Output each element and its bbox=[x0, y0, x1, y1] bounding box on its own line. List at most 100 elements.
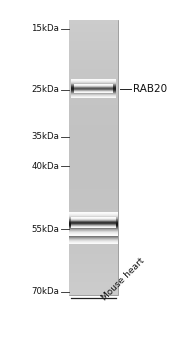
Bar bbox=[69, 157, 118, 159]
Bar bbox=[69, 109, 118, 111]
Bar bbox=[69, 148, 118, 149]
Bar bbox=[69, 37, 118, 39]
Text: 35kDa: 35kDa bbox=[31, 132, 59, 141]
Bar bbox=[69, 200, 118, 202]
Bar bbox=[69, 98, 118, 100]
Bar bbox=[69, 230, 118, 231]
Bar bbox=[69, 48, 118, 50]
Bar bbox=[69, 237, 118, 238]
Bar bbox=[71, 94, 116, 95]
Bar bbox=[69, 127, 118, 129]
Bar bbox=[69, 189, 118, 191]
Bar bbox=[71, 92, 116, 93]
Bar bbox=[69, 214, 118, 215]
Bar bbox=[69, 236, 118, 237]
Bar bbox=[71, 79, 116, 80]
Bar bbox=[69, 228, 118, 229]
Bar bbox=[69, 236, 118, 237]
Bar bbox=[69, 198, 118, 200]
Bar bbox=[71, 89, 116, 90]
Bar bbox=[69, 201, 118, 203]
Bar bbox=[69, 255, 118, 257]
Bar bbox=[69, 170, 118, 172]
Bar bbox=[69, 233, 118, 235]
Bar bbox=[69, 230, 118, 231]
Bar bbox=[71, 82, 116, 83]
Bar bbox=[71, 80, 116, 81]
Bar bbox=[69, 55, 118, 57]
Bar bbox=[69, 57, 118, 58]
Bar bbox=[69, 117, 118, 119]
Bar bbox=[69, 230, 118, 232]
Bar bbox=[69, 60, 118, 61]
Bar bbox=[71, 88, 116, 89]
Bar bbox=[69, 240, 118, 241]
Bar bbox=[69, 20, 118, 295]
Bar bbox=[69, 64, 118, 65]
Bar bbox=[69, 141, 118, 142]
Bar bbox=[69, 223, 118, 225]
Bar bbox=[69, 243, 118, 244]
Bar bbox=[69, 219, 118, 220]
Bar bbox=[71, 91, 116, 92]
Bar bbox=[69, 229, 118, 231]
Bar bbox=[69, 194, 118, 196]
Bar bbox=[69, 218, 118, 219]
Bar bbox=[69, 212, 118, 213]
Bar bbox=[71, 96, 116, 97]
Bar bbox=[69, 239, 118, 240]
Bar bbox=[69, 179, 118, 181]
Bar bbox=[69, 186, 118, 188]
Bar bbox=[69, 65, 118, 67]
Bar bbox=[69, 221, 118, 222]
Bar bbox=[69, 243, 118, 244]
Bar bbox=[69, 79, 118, 80]
Bar bbox=[69, 99, 118, 101]
Bar bbox=[69, 228, 118, 229]
Bar bbox=[69, 52, 118, 54]
Bar bbox=[69, 272, 118, 273]
Bar bbox=[69, 211, 118, 213]
Bar bbox=[69, 258, 118, 259]
Bar bbox=[69, 70, 118, 72]
Bar bbox=[69, 156, 118, 158]
Bar bbox=[69, 232, 118, 233]
Bar bbox=[69, 32, 118, 34]
Bar bbox=[69, 119, 118, 120]
Bar bbox=[69, 110, 118, 112]
Bar bbox=[69, 166, 118, 167]
Bar bbox=[69, 196, 118, 197]
Bar bbox=[69, 273, 118, 275]
Bar bbox=[69, 160, 118, 162]
Bar bbox=[69, 265, 118, 266]
Bar bbox=[69, 35, 118, 36]
Bar bbox=[69, 231, 118, 232]
Bar bbox=[69, 260, 118, 262]
Bar bbox=[69, 43, 118, 45]
Bar bbox=[69, 39, 118, 41]
Bar bbox=[69, 154, 118, 156]
Bar bbox=[69, 146, 118, 148]
Bar bbox=[69, 229, 118, 230]
Bar bbox=[69, 91, 118, 93]
Bar bbox=[69, 62, 118, 64]
Bar bbox=[69, 231, 118, 232]
Bar bbox=[69, 217, 118, 218]
Bar bbox=[69, 235, 118, 236]
Bar bbox=[69, 225, 118, 226]
Bar bbox=[69, 142, 118, 144]
Bar bbox=[69, 292, 118, 294]
Bar bbox=[71, 81, 116, 82]
Bar bbox=[69, 240, 118, 241]
Bar bbox=[69, 267, 118, 269]
Bar bbox=[69, 88, 118, 90]
Bar bbox=[69, 226, 118, 227]
Bar bbox=[69, 24, 118, 26]
Text: RAB20: RAB20 bbox=[133, 84, 167, 93]
Bar bbox=[69, 144, 118, 145]
Bar bbox=[69, 282, 118, 284]
Bar bbox=[69, 247, 118, 248]
Bar bbox=[69, 233, 118, 234]
Bar bbox=[69, 175, 118, 177]
Bar bbox=[69, 102, 118, 104]
